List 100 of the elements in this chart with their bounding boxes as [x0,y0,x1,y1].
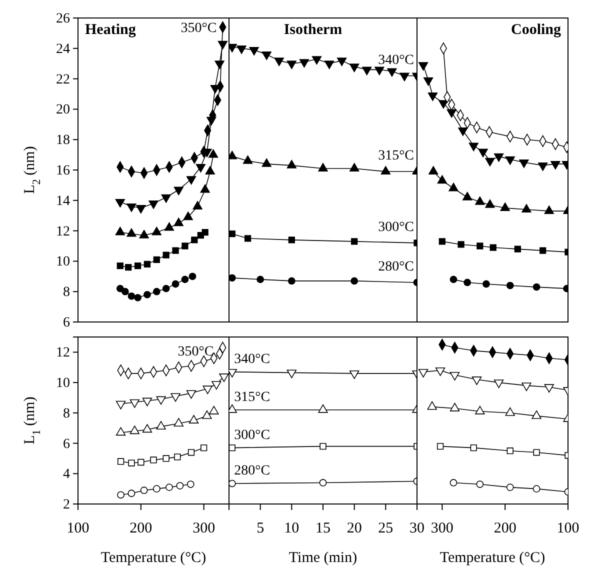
point [162,284,170,292]
chart-title: Heating [85,22,136,38]
point [423,77,434,86]
y-tick-label: 18 [56,133,70,148]
point [200,184,210,193]
point [229,274,236,282]
point [458,241,464,248]
point [468,142,478,152]
y-tick-label: 20 [56,102,70,118]
point [244,235,252,242]
point [519,159,529,168]
point [116,427,126,436]
point [122,288,129,296]
point [116,400,126,410]
point [166,484,173,491]
chart-title: Isotherm [284,22,343,38]
point [438,100,448,109]
point [140,486,148,494]
point [136,205,146,214]
point [438,238,446,245]
x-tick-label: 30 [410,520,424,537]
y-tick-label: 6 [63,436,70,452]
series-label: 280°C [234,464,270,479]
point [450,479,458,486]
point [351,238,358,245]
y-tick-label: 14 [56,194,70,209]
point [181,276,189,284]
point [182,242,188,250]
point [450,372,460,380]
point [400,72,410,82]
point [274,58,284,66]
point [505,156,515,165]
point [152,485,160,492]
y-tick-label: 2 [63,497,70,512]
point [186,390,196,399]
point [288,277,296,285]
point [153,256,160,263]
point [435,367,446,376]
y-tick-label: 12 [56,346,70,361]
point [428,92,438,102]
point [458,128,468,136]
point [214,60,224,70]
point [506,484,514,491]
point [490,244,496,251]
point [174,218,184,226]
point [134,294,142,302]
series-label: 300°C [234,428,270,443]
point [148,200,158,209]
y-tick-label: 6 [63,315,70,330]
point [229,480,236,488]
point [126,228,136,237]
point [522,204,532,212]
point [249,46,259,56]
point [450,276,458,284]
point [544,206,554,214]
point [212,381,222,390]
point [475,196,485,205]
series-label: 315°C [378,148,414,164]
y-tick-label: 4 [63,467,70,482]
series-label: 350°C [180,21,217,36]
x-tick-label: 5 [256,520,264,537]
point [476,480,484,488]
y-tick-label: 12 [56,224,70,240]
point [522,382,532,392]
point [229,230,236,238]
point [196,164,206,172]
point [142,398,152,406]
point [472,376,482,386]
point [229,368,237,378]
point [312,56,322,65]
point [350,277,358,285]
point [117,491,124,499]
point [161,194,171,203]
point [500,202,510,211]
point [186,480,194,488]
point [152,226,162,236]
point [202,229,208,236]
point [374,66,384,76]
point [130,399,140,408]
point [532,283,540,291]
point [448,182,458,192]
y-tick-label: 8 [63,285,70,300]
point [115,226,125,236]
point [134,262,142,270]
point [336,58,347,66]
point [470,444,477,452]
point [362,66,372,76]
point [172,247,179,254]
x-tick-label: 20 [346,520,362,537]
point [262,52,272,60]
series-label: 340°C [378,52,414,68]
point [436,442,444,450]
point [138,458,144,466]
point [170,393,180,402]
point [288,236,295,244]
series-label: 280°C [378,259,414,274]
point [550,160,560,170]
point [164,222,174,231]
point [142,424,152,433]
point [200,444,208,452]
